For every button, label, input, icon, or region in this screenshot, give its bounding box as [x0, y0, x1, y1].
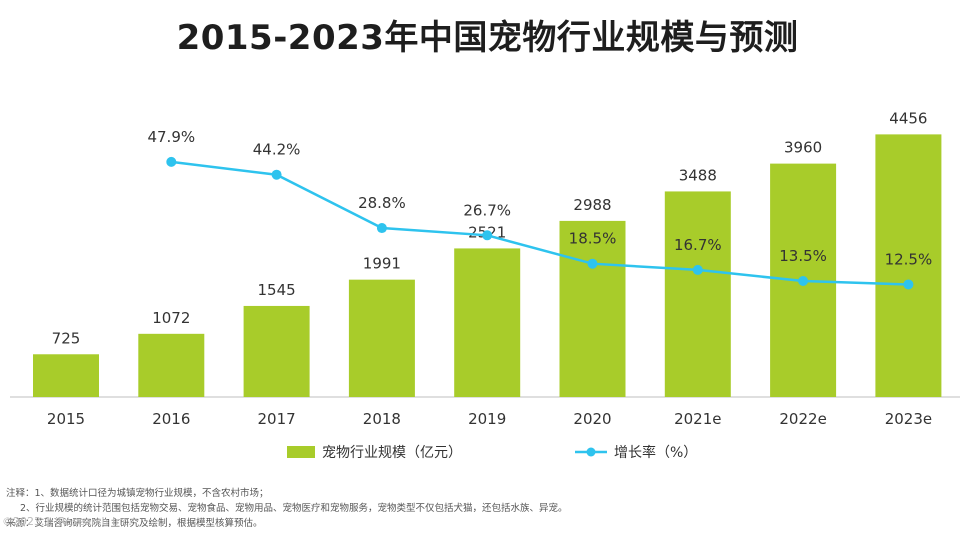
bar-2016: [138, 333, 205, 397]
note-line-2: 2、行业规模的统计范围包括宠物交易、宠物食品、宠物用品、宠物医疗和宠物服务，宠物…: [20, 503, 568, 514]
bar-2018: [348, 279, 415, 397]
bar-2019: [454, 248, 521, 397]
bar-label-2018: 1991: [363, 255, 401, 273]
bar-2015: [33, 354, 99, 397]
x-tick-2018: 2018: [363, 410, 401, 428]
growth-point-2018: [376, 223, 387, 234]
growth-point-2016: [166, 156, 177, 167]
growth-point-2020: [587, 258, 598, 269]
x-tick-2023e: 2023e: [885, 410, 932, 428]
legend-bar-label: 宠物行业规模（亿元）: [322, 445, 462, 461]
notes: 注释：1、数据统计口径为城镇宠物行业规模，不含农村市场； 2、行业规模的统计范围…: [6, 486, 966, 531]
bar-label-2015: 725: [52, 329, 81, 347]
source-line: 来源：艾瑞咨询研究院自主研究及绘制，根据模型核算预估。: [6, 518, 263, 529]
watermark: ©2023.1 iResearch Inc.: [2, 515, 132, 528]
legend-line-marker: [586, 447, 596, 457]
growth-label-2020: 18.5%: [569, 230, 617, 248]
growth-label-2019: 26.7%: [463, 201, 511, 219]
bar-label-2017: 1545: [258, 281, 296, 299]
bar-label-2020: 2988: [573, 196, 611, 214]
chart-area: 7252015107220161545201719912018252120192…: [10, 109, 960, 461]
growth-label-2017: 44.2%: [253, 141, 301, 159]
growth-point-2017: [271, 169, 282, 180]
chart-title: 2015-2023年中国宠物行业规模与预测: [176, 18, 799, 58]
growth-point-2021e: [692, 264, 703, 275]
x-tick-2016: 2016: [152, 410, 190, 428]
x-tick-2021e: 2021e: [674, 410, 721, 428]
growth-label-2022e: 13.5%: [779, 247, 827, 265]
growth-label-2018: 28.8%: [358, 194, 406, 212]
growth-label-2021e: 16.7%: [674, 236, 722, 254]
x-tick-2015: 2015: [47, 410, 85, 428]
note-line-1: 注释：1、数据统计口径为城镇宠物行业规模，不含农村市场；: [6, 488, 269, 499]
bar-label-2023e: 4456: [889, 109, 927, 127]
growth-rate-line: [171, 160, 909, 286]
bar-2021e: [664, 191, 731, 397]
legend-line-label: 增长率（%）: [614, 444, 697, 461]
growth-label-2016: 47.9%: [147, 128, 195, 146]
growth-point-2023e: [903, 279, 914, 290]
growth-point-2019: [482, 230, 493, 241]
bar-2023e: [875, 134, 942, 397]
x-tick-2020: 2020: [573, 410, 611, 428]
growth-label-2023e: 12.5%: [885, 250, 933, 268]
x-tick-2019: 2019: [468, 410, 506, 428]
bar-label-2016: 1072: [152, 309, 190, 327]
bar-label-2022e: 3960: [784, 139, 822, 157]
bar-label-2021e: 3488: [679, 166, 717, 184]
bar-2017: [243, 305, 310, 397]
growth-point-2022e: [798, 276, 809, 287]
legend-bar-swatch: [287, 446, 315, 458]
x-tick-2017: 2017: [258, 410, 296, 428]
x-tick-2022e: 2022e: [779, 410, 826, 428]
bar-2020: [559, 220, 626, 397]
